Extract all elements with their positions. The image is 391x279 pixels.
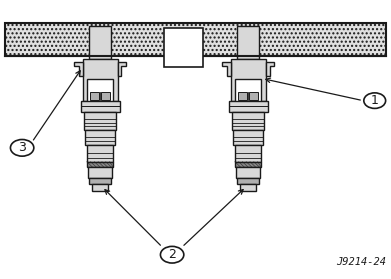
FancyBboxPatch shape [87, 145, 113, 162]
FancyBboxPatch shape [86, 130, 115, 145]
Text: J9214-24: J9214-24 [336, 257, 386, 267]
Circle shape [364, 93, 386, 109]
Text: 3: 3 [18, 141, 26, 154]
Polygon shape [74, 62, 83, 76]
FancyBboxPatch shape [235, 162, 261, 167]
Polygon shape [265, 62, 274, 76]
FancyBboxPatch shape [249, 92, 258, 100]
FancyBboxPatch shape [235, 145, 261, 162]
Text: 2: 2 [168, 248, 176, 261]
Circle shape [11, 140, 34, 156]
FancyBboxPatch shape [237, 26, 259, 59]
FancyBboxPatch shape [87, 79, 113, 105]
FancyBboxPatch shape [89, 26, 111, 59]
FancyBboxPatch shape [5, 23, 386, 56]
FancyBboxPatch shape [92, 184, 108, 191]
FancyBboxPatch shape [87, 162, 113, 167]
FancyBboxPatch shape [229, 101, 267, 112]
FancyBboxPatch shape [231, 59, 265, 101]
Text: 1: 1 [371, 94, 378, 107]
FancyBboxPatch shape [81, 101, 120, 112]
FancyBboxPatch shape [237, 178, 259, 184]
FancyBboxPatch shape [240, 184, 256, 191]
FancyBboxPatch shape [233, 130, 263, 145]
FancyBboxPatch shape [164, 28, 203, 67]
Circle shape [160, 246, 184, 263]
FancyBboxPatch shape [232, 112, 264, 130]
FancyBboxPatch shape [90, 92, 99, 100]
FancyBboxPatch shape [84, 112, 116, 130]
FancyBboxPatch shape [101, 92, 110, 100]
FancyBboxPatch shape [235, 79, 261, 105]
Polygon shape [118, 62, 126, 76]
FancyBboxPatch shape [88, 167, 112, 178]
FancyBboxPatch shape [236, 167, 260, 178]
FancyBboxPatch shape [239, 92, 247, 100]
Polygon shape [222, 62, 231, 76]
FancyBboxPatch shape [89, 178, 111, 184]
FancyBboxPatch shape [83, 59, 118, 101]
